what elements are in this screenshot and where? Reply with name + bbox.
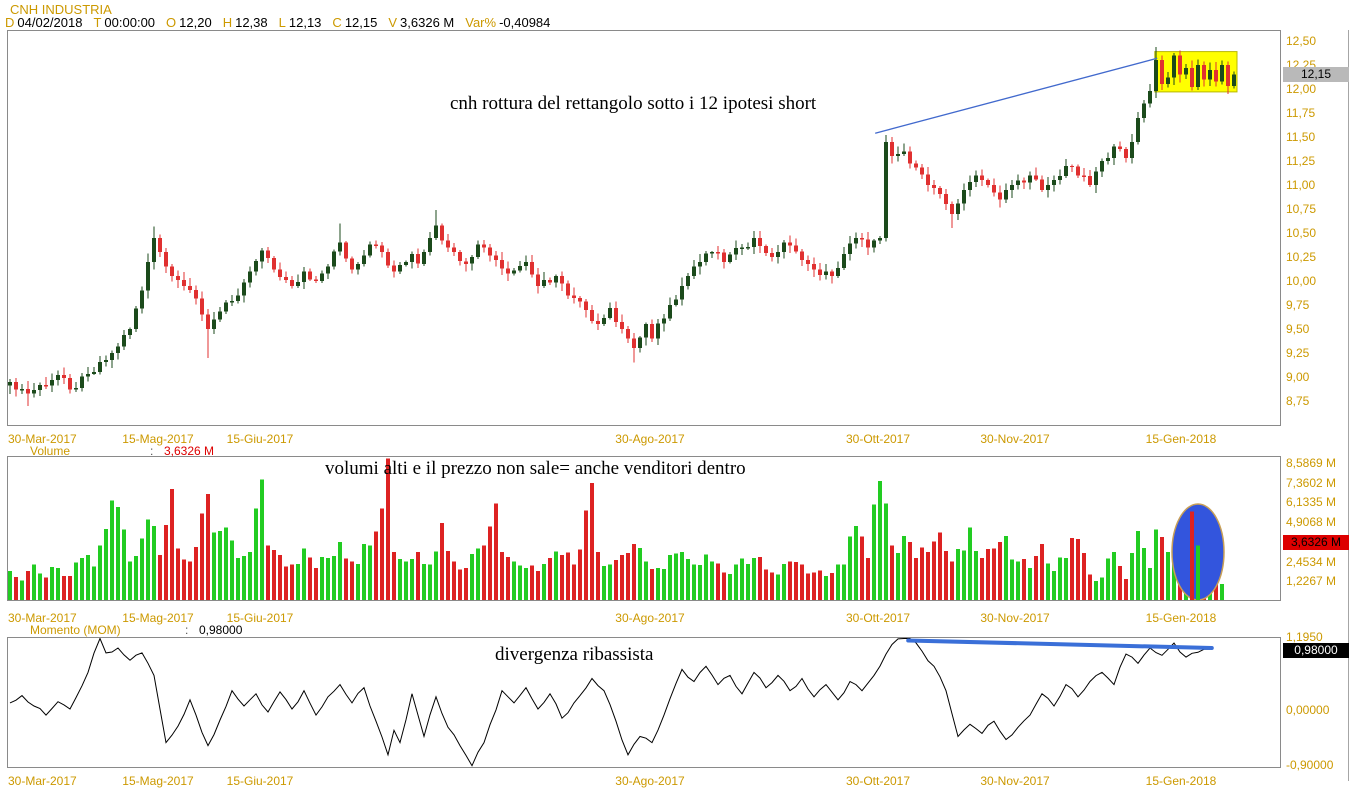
momentum-label: Momento (MOM): [30, 623, 121, 637]
field-value: 04/02/2018: [17, 15, 83, 30]
candlestick-chart[interactable]: [8, 31, 1280, 425]
date-axis-label: 15-Giu-2017: [226, 432, 294, 446]
field-value: 12,20: [179, 15, 212, 30]
field-value: 00:00:00: [104, 15, 156, 30]
date-axis-label: 15-Giu-2017: [226, 611, 294, 625]
field-value: 12,13: [288, 15, 322, 30]
current-momentum-badge: 0,98000: [1283, 643, 1349, 658]
axis-tick-label: 12,50: [1286, 34, 1317, 48]
price-chart-panel[interactable]: [7, 30, 1281, 426]
symbol-title: CNH INDUSTRIA: [10, 2, 112, 17]
field-value: -0,40984: [499, 15, 551, 30]
field-key: H: [222, 15, 233, 30]
axis-tick-label: 10,25: [1286, 250, 1317, 264]
axis-tick-label: 2,4534 M: [1286, 554, 1337, 569]
axis-tick-label: 7,3602 M: [1286, 475, 1337, 490]
separator: :: [150, 444, 154, 458]
date-axis-label: 30-Ott-2017: [845, 432, 911, 446]
momentum-chart-panel[interactable]: [7, 637, 1281, 768]
momentum-line: [9, 638, 1211, 767]
date-axis-label: 15-Mag-2017: [122, 432, 194, 446]
axis-tick-label: 1,1950: [1286, 630, 1323, 645]
date-axis-label: 30-Ago-2017: [615, 774, 685, 788]
axis-tick-label: 6,1335 M: [1286, 495, 1337, 510]
axis-tick-label: -0,90000: [1286, 757, 1334, 772]
volume-front-bars: [1190, 511, 1200, 600]
date-axis-label: 30-Mar-2017: [8, 432, 77, 446]
axis-tick-label: 11,00: [1286, 178, 1316, 192]
axis-tick-label: 9,25: [1286, 346, 1310, 360]
date-axis-label: 30-Mar-2017: [8, 774, 77, 788]
axis-tick-label: 9,75: [1286, 298, 1310, 312]
volume-bars-chart[interactable]: [8, 457, 1280, 600]
field-value: 12,15: [344, 15, 378, 30]
field-value: 12,38: [235, 15, 268, 30]
date-axis-label: 30-Nov-2017: [980, 432, 1050, 446]
volume-value: 3,6326 M: [164, 444, 215, 458]
ohlc-readout: D 04/02/2018 T 00:00:00 O 12,20 H 12,38 L 12,13 C 1…: [5, 15, 561, 30]
volume-bars-group: [8, 458, 1224, 600]
date-axis-label: 30-Ago-2017: [615, 611, 685, 625]
date-axis-label: 30-Mar-2017: [8, 611, 77, 625]
date-axis-label: 30-Nov-2017: [980, 774, 1050, 788]
field-key: C: [332, 15, 342, 30]
axis-tick-label: 11,25: [1286, 154, 1316, 168]
momentum-value: 0,98000: [199, 623, 243, 637]
momentum-trendline: [906, 638, 1214, 650]
separator: :: [185, 623, 189, 637]
axis-tick-label: 8,75: [1286, 394, 1310, 408]
axis-tick-label: 9,50: [1286, 322, 1310, 336]
field-key: L: [278, 15, 286, 30]
date-axis-label: 30-Nov-2017: [980, 611, 1050, 625]
field-key: T: [93, 15, 102, 30]
date-axis-label: 15-Gen-2018: [1145, 774, 1217, 788]
axis-tick-label: 10,00: [1286, 274, 1317, 288]
axis-tick-label: 10,75: [1286, 202, 1317, 216]
axis-tick-label: 11,75: [1286, 106, 1316, 120]
axis-tick-label: 8,5869 M: [1286, 456, 1337, 471]
date-axis-label: 30-Ott-2017: [845, 774, 911, 788]
volume-chart-panel[interactable]: [7, 456, 1281, 601]
momentum-line-chart[interactable]: [8, 638, 1280, 767]
date-axis-label: 15-Gen-2018: [1145, 611, 1217, 625]
axis-tick-label: 11,50: [1286, 130, 1316, 144]
axis-tick-label: 10,50: [1286, 226, 1317, 240]
field-value: 3,6326 M: [400, 15, 455, 30]
date-axis-label: 15-Mag-2017: [122, 611, 194, 625]
window-right-edge: [1348, 30, 1349, 781]
axis-tick-label: 1,2267 M: [1286, 574, 1337, 589]
field-key: O: [166, 15, 177, 30]
candles-group: [8, 46, 1236, 406]
price-trendline: [875, 57, 1158, 134]
axis-tick-label: 0,00000: [1286, 703, 1330, 717]
field-key: D: [5, 15, 15, 30]
current-volume-badge: 3,6326 M: [1283, 535, 1349, 550]
axis-tick-label: 9,00: [1286, 370, 1310, 384]
field-key: V: [388, 15, 398, 30]
last-price-badge: 12,15: [1283, 67, 1349, 82]
field-key: Var%: [465, 15, 497, 30]
date-axis-label: 15-Gen-2018: [1145, 432, 1217, 446]
date-axis-label: 30-Ago-2017: [615, 432, 685, 446]
date-axis-label: 15-Giu-2017: [226, 774, 294, 788]
date-axis-label: 30-Ott-2017: [845, 611, 911, 625]
volume-label: Volume: [30, 444, 71, 458]
date-axis-label: 15-Mag-2017: [122, 774, 194, 788]
axis-tick-label: 12,00: [1286, 82, 1317, 96]
breakout-rectangle: [1154, 51, 1238, 93]
axis-tick-label: 4,9068 M: [1286, 515, 1337, 530]
